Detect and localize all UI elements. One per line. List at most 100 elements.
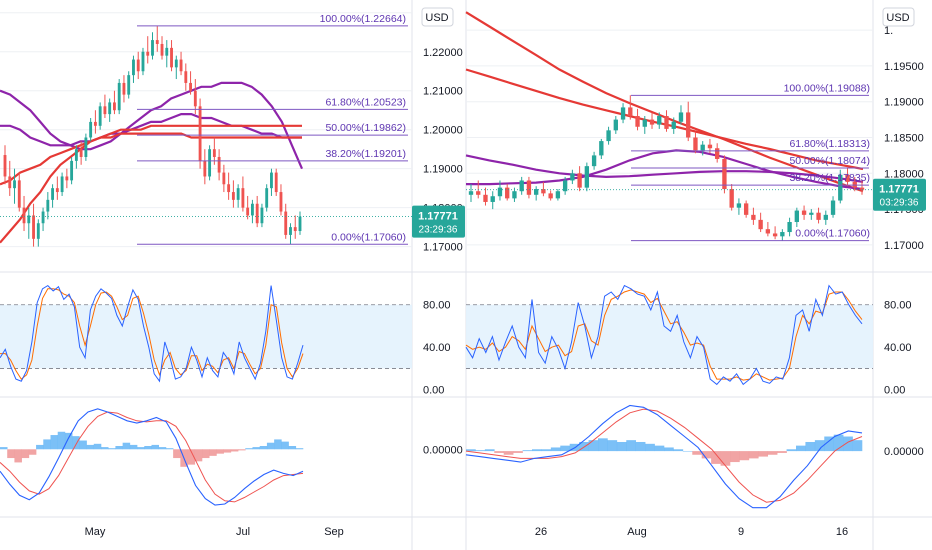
stoch-k-line [0,284,304,383]
candle-body [265,188,269,208]
currency-button[interactable] [421,7,454,27]
macd-histogram-bar [14,449,22,463]
macd-histogram-bar [730,451,740,463]
macd-histogram-bar [682,451,693,452]
macd-histogram-bar [692,451,703,455]
macd-histogram-bar [288,446,297,450]
fib-level-label: 0.00%(1.17060) [331,231,406,243]
candle-body [198,106,202,161]
stoch-tick-label: 0.00 [884,385,905,397]
candle-body [577,173,582,188]
price-tick-label: 1.17000 [423,242,463,254]
fib-level-label: 50.00%(1.18074) [789,155,870,167]
stoch-band [466,304,873,369]
macd-histogram-bar [144,446,152,450]
macd-histogram-bar [673,449,684,452]
candle-body [103,106,107,115]
currency-button[interactable] [882,7,915,27]
macd-histogram-bar [115,446,123,450]
candle-body [227,184,231,193]
fib-level-label: 61.80%(1.18313) [789,138,870,150]
macd-histogram-bar [777,451,787,453]
macd-histogram-bar [607,440,618,452]
candle-body [250,203,254,216]
macd-histogram-bar [475,450,486,452]
macd-histogram-bar [503,451,514,455]
currency-label: USD [425,12,448,24]
moving-average-line [466,149,864,191]
candle-body [657,116,662,125]
macd-histogram-bar [28,449,37,455]
price-tag-value: 1.17771 [418,211,458,223]
macd-histogram-bar [786,449,797,452]
candle-body [620,107,626,120]
candle-body [284,211,288,235]
candle-body [490,196,495,202]
macd-histogram-bar [86,444,95,450]
candle-body [203,160,207,177]
macd-histogram-bar [245,448,253,450]
macd-histogram-bar [36,444,44,450]
candle-body [279,192,283,212]
stoch-tick-label: 80.00 [884,300,912,312]
macd-histogram-bar [720,451,731,466]
candle-body [127,75,131,95]
moving-average-line [0,81,304,170]
macd-histogram-bar [93,443,102,450]
macd-tick-label: 0.00000 [423,444,463,456]
macd-histogram-bar [560,445,571,452]
candle-body [193,90,197,107]
candle-body [132,59,135,76]
price-tick-label: 1.18000 [884,168,924,180]
candle-body [255,203,259,224]
macd-histogram-bar [522,450,533,452]
stoch-tick-label: 80.00 [423,300,451,312]
macd-histogram-bar [767,451,778,455]
time-tick-label: 9 [738,526,744,538]
candle-body [483,194,488,202]
candle-body [179,59,183,72]
macd-histogram-bar [173,449,181,459]
candle-body [505,187,510,199]
macd-histogram-bar [484,449,495,452]
macd-histogram-bar [295,448,304,450]
time-tick-label: Sep [324,526,344,538]
price-tag-value: 1.17771 [879,184,919,196]
candle-body [649,119,655,125]
candle-body [108,102,112,115]
price-tick-label: 1.19000 [423,164,463,176]
macd-histogram-bar [230,449,239,452]
macd-signal-line [0,411,304,503]
macd-histogram-bar [151,444,160,450]
currency-label: USD [886,12,909,24]
candle-body [160,43,164,56]
macd-histogram-bar [72,436,80,450]
macd-histogram-bar [635,441,646,452]
macd-histogram-bar [550,447,561,452]
macd-histogram-bar [101,447,109,450]
candle-body [635,116,640,127]
stoch-d-line [465,289,863,381]
candle-body [55,188,59,193]
candle-body [274,172,278,193]
candle-body [570,173,575,181]
macd-histogram-bar [0,447,8,450]
macd-histogram-bar [274,439,282,450]
candle-body [671,121,676,129]
macd-histogram-bar [626,440,637,452]
candle-body [70,160,74,181]
macd-histogram-bar [805,441,816,452]
candle-body [606,130,611,142]
macd-histogram-bar [216,449,224,454]
candle-body [84,137,88,157]
price-tick-label: 1.17000 [884,240,924,252]
candle-body [642,119,647,127]
macd-histogram-bar [532,449,542,452]
candle-body [613,119,618,131]
fib-level-label: 50.00%(1.19862) [325,122,406,134]
macd-histogram-bar [701,451,712,459]
candle-body [3,155,7,177]
macd-histogram-bar [843,436,853,452]
macd-histogram-bar [513,451,523,453]
